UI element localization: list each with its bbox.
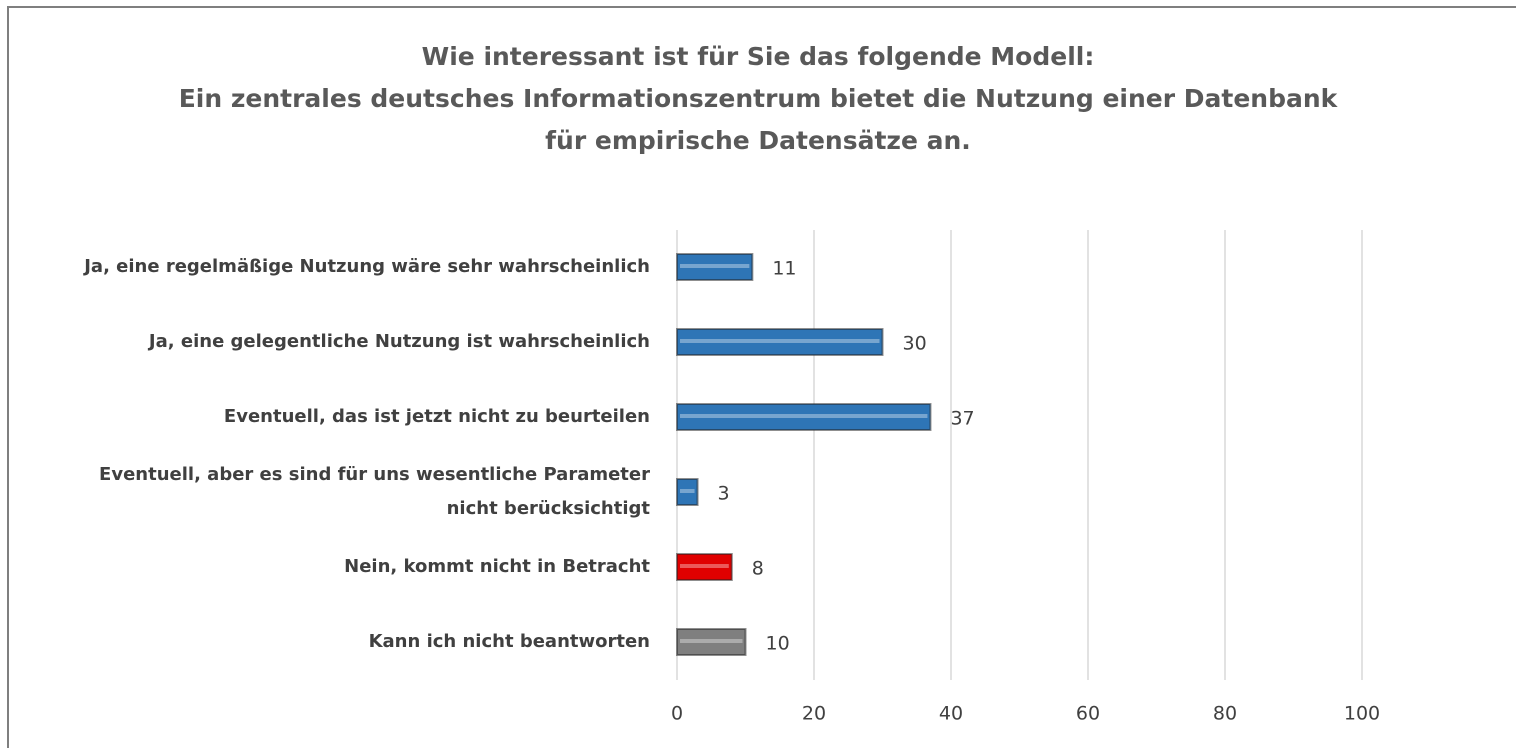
bar [676, 478, 699, 506]
y-tick-label: Ja, eine gelegentliche Nutzung ist wahrs… [148, 331, 650, 352]
bar-highlight [680, 414, 928, 418]
x-tick-label: 20 [802, 703, 826, 725]
x-tick-label: 60 [1076, 703, 1100, 725]
data-label: 37 [950, 408, 974, 430]
bar [676, 328, 884, 356]
chart-border [7, 6, 1516, 748]
y-tick-label: Eventuell, das ist jetzt nicht zu beurte… [223, 406, 650, 427]
data-label: 11 [772, 258, 796, 280]
y-tick-label: Ja, eine regelmäßige Nutzung wäre sehr w… [84, 256, 650, 277]
y-tick-label: Eventuell, aber es sind für uns wesentli… [99, 464, 650, 519]
chart-title: Wie interessant ist für Sie das folgende… [178, 42, 1338, 155]
data-label: 8 [752, 558, 764, 580]
bar-highlight [680, 264, 750, 268]
data-label: 10 [766, 633, 790, 655]
bar [676, 628, 747, 656]
data-label: 30 [903, 333, 927, 355]
x-tick-label: 80 [1213, 703, 1237, 725]
x-tick-label: 40 [939, 703, 963, 725]
bar [676, 403, 932, 431]
bar-highlight [680, 639, 743, 643]
bar [676, 553, 733, 581]
y-tick-label: Nein, kommt nicht in Betracht [344, 556, 650, 577]
bar [676, 253, 754, 281]
y-tick-label: Kann ich nicht beantworten [368, 631, 650, 652]
bar-highlight [680, 489, 695, 493]
bar-highlight [680, 564, 729, 568]
bar-highlight [680, 339, 880, 343]
data-label: 3 [718, 483, 730, 505]
x-tick-label: 0 [671, 703, 683, 725]
x-tick-label: 100 [1344, 703, 1380, 725]
